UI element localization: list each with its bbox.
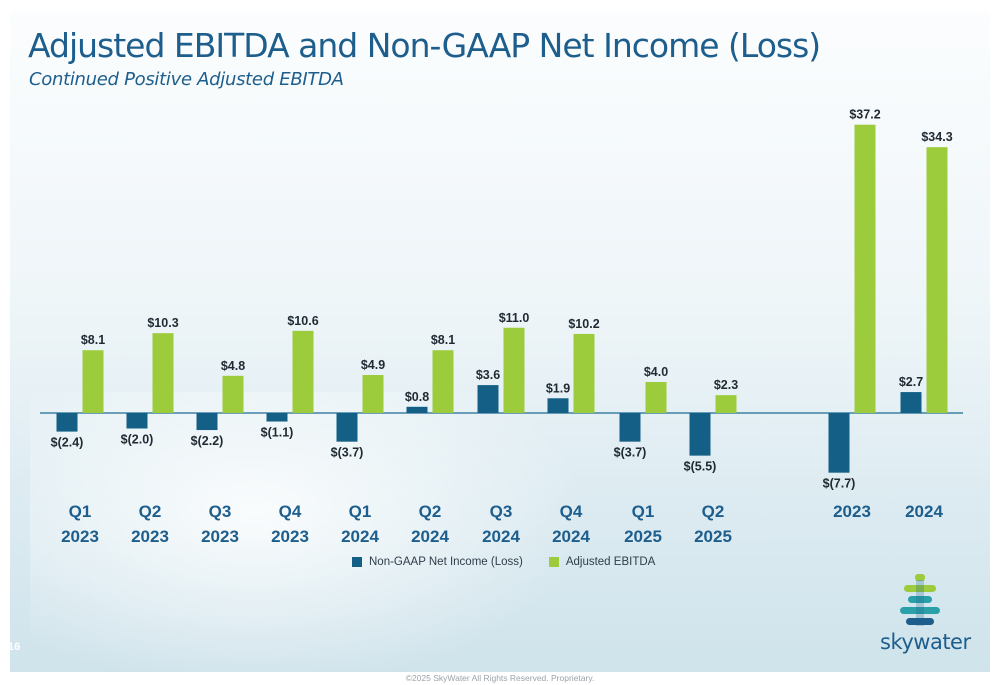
legend-item-net-income: Non-GAAP Net Income (Loss) [352,556,523,568]
bar-ebitda [854,124,876,413]
bar-net-income [56,413,78,432]
bar-net-income [406,406,428,413]
x-tick-label: 2024 [411,527,449,546]
data-label-ebitda: $2.3 [714,378,738,392]
data-label-net-income: $(2.0) [121,433,154,447]
bar-net-income [689,413,711,456]
skywater-logo-icon [900,574,940,626]
bar-ebitda [715,395,737,413]
x-tick-label: 2023 [61,527,99,546]
x-tick-label: Q2 [139,502,162,521]
background-glow [30,392,590,672]
bar-ebitda [82,350,104,413]
x-tick-label: Q1 [69,502,92,521]
data-label-net-income: $(3.7) [614,446,647,460]
bar-ebitda [432,350,454,413]
copyright-footer: ©2025 SkyWater All Rights Reserved. Prop… [405,673,595,683]
data-label-net-income: $(5.5) [684,460,717,474]
bar-ebitda [926,147,948,414]
x-tick-label: Q3 [209,502,232,521]
x-tick-label: 2023 [271,527,309,546]
data-label-net-income: $(1.1) [261,426,294,440]
x-tick-label: 2024 [482,527,520,546]
data-label-net-income: $(3.7) [331,446,364,460]
x-tick-label: 2025 [624,527,662,546]
x-tick-label: 2024 [341,527,379,546]
data-label-ebitda: $4.8 [221,359,245,373]
data-label-ebitda: $8.1 [81,333,105,347]
legend-label-net-income: Non-GAAP Net Income (Loss) [369,556,523,568]
data-label-net-income: $3.6 [476,368,500,382]
page-title: Adjusted EBITDA and Non-GAAP Net Income … [28,26,821,65]
page-number: 16 [8,641,21,653]
x-tick-label: Q3 [490,502,513,521]
x-tick-label: 2023 [833,502,871,521]
data-label-net-income: $(7.7) [823,477,856,491]
x-tick-label: Q1 [632,502,655,521]
bar-net-income [477,385,499,413]
bar-ebitda [573,333,595,413]
data-label-net-income: $0.8 [405,390,429,404]
data-label-ebitda: $10.3 [147,316,178,330]
x-tick-label: Q4 [279,502,302,521]
bar-net-income [196,413,218,431]
x-tick-label: 2024 [552,527,590,546]
bar-net-income [336,413,358,442]
data-label-ebitda: $8.1 [431,333,455,347]
logo-wordmark: skywater [880,630,971,654]
legend-label-ebitda: Adjusted EBITDA [565,556,656,568]
x-tick-label: 2025 [694,527,732,546]
bar-net-income [619,413,641,442]
page-subtitle: Continued Positive Adjusted EBITDA [29,69,344,90]
bar-ebitda [292,330,314,413]
bar-ebitda [152,333,174,413]
data-label-net-income: $2.7 [899,375,923,389]
bar-ebitda [362,375,384,413]
x-tick-label: 2023 [131,527,169,546]
data-label-ebitda: $11.0 [499,311,530,325]
bar-ebitda [645,382,667,413]
legend-swatch-ebitda [548,557,559,567]
x-tick-label: Q2 [702,502,725,521]
data-label-net-income: $(2.4) [51,436,84,450]
bar-net-income [126,413,148,429]
data-label-net-income: $1.9 [546,381,570,395]
data-label-ebitda: $4.9 [361,358,385,372]
x-tick-label: Q1 [349,502,372,521]
bar-net-income [900,392,922,413]
chart-legend: Non-GAAP Net Income (Loss) Adjusted EBIT… [352,556,681,568]
legend-item-ebitda: Adjusted EBITDA [548,556,656,568]
data-label-ebitda: $10.6 [287,314,318,328]
data-label-net-income: $(2.2) [191,434,224,448]
bar-ebitda [222,375,244,413]
data-label-ebitda: $4.0 [644,365,668,379]
bar-net-income [828,413,850,473]
data-label-ebitda: $37.2 [849,108,880,122]
data-label-ebitda: $10.2 [568,317,599,331]
legend-swatch-net-income [352,557,362,567]
bar-net-income [547,398,569,413]
x-tick-label: 2024 [905,502,943,521]
x-tick-label: 2023 [201,527,239,546]
bar-ebitda [503,327,525,413]
data-label-ebitda: $34.3 [921,130,952,144]
x-tick-label: Q2 [419,502,442,521]
bar-net-income [266,413,288,422]
x-tick-label: Q4 [560,502,583,521]
